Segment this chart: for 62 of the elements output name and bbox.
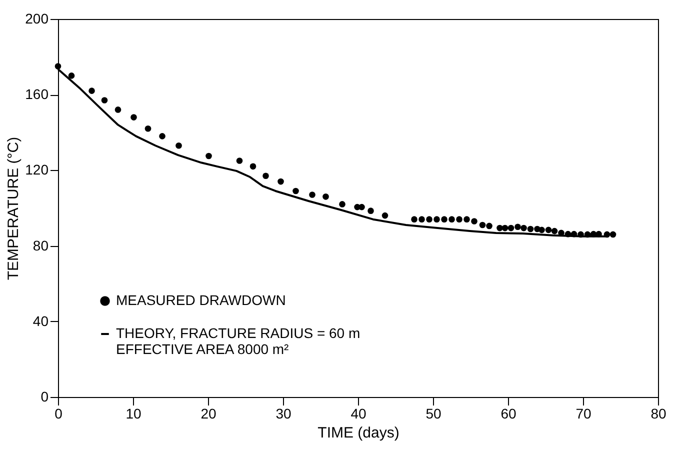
point	[538, 226, 545, 234]
point	[68, 72, 75, 79]
point	[520, 224, 527, 232]
point	[114, 106, 122, 113]
point	[322, 194, 329, 200]
point	[54, 63, 62, 70]
point	[441, 216, 448, 222]
point	[502, 224, 508, 232]
x-tick-label: 20	[200, 406, 216, 422]
x-tick-label: 40	[350, 406, 366, 422]
point	[368, 208, 374, 214]
point	[496, 224, 503, 232]
point	[88, 88, 95, 94]
point	[434, 216, 440, 222]
x-tick-label: 10	[126, 406, 142, 422]
point	[159, 133, 166, 140]
x-tick-label: 0	[54, 406, 63, 422]
y-tick-label: 160	[25, 86, 49, 102]
point	[448, 216, 455, 222]
point	[610, 231, 616, 238]
point	[278, 178, 284, 185]
point	[236, 158, 243, 164]
x-tick-label: 80	[650, 406, 666, 422]
x-tick-label: 60	[500, 406, 516, 422]
point	[358, 204, 365, 210]
point	[527, 226, 534, 232]
point	[250, 163, 256, 170]
y-tick-label: 120	[25, 162, 49, 178]
point	[292, 188, 299, 194]
y-tick-label: 40	[32, 312, 49, 329]
y-tick-label: 80	[32, 237, 49, 254]
point	[411, 216, 418, 222]
point	[339, 201, 346, 208]
point	[206, 152, 212, 160]
x-tick-label: 70	[576, 406, 592, 422]
point	[508, 224, 514, 232]
point	[309, 192, 316, 198]
point	[382, 212, 388, 219]
point	[604, 231, 610, 238]
point	[479, 222, 486, 228]
point	[514, 224, 521, 230]
point	[486, 222, 492, 230]
point	[144, 125, 152, 132]
point	[101, 97, 108, 104]
y-axis-title: TEMPERATURE (°C)	[5, 136, 22, 280]
point	[130, 114, 137, 120]
point	[418, 216, 425, 222]
legend-label: THEORY, FRACTURE RADIUS = 60 m EFFECTIVE AREA 8000 m²	[116, 325, 360, 357]
point	[471, 218, 478, 224]
y-tick-label: 0	[40, 388, 49, 404]
x-tick-label: 30	[276, 406, 292, 422]
point	[426, 216, 432, 222]
x-tick-label: 50	[426, 406, 442, 422]
y-tick-label: 200	[25, 10, 49, 26]
point	[464, 216, 470, 222]
point	[176, 142, 182, 149]
legend-label: MEASURED DRAWDOWN	[116, 292, 286, 308]
point	[262, 172, 269, 180]
point	[551, 228, 558, 234]
x-axis-title: TIME (days)	[318, 424, 400, 442]
point	[545, 226, 552, 234]
point	[456, 216, 462, 222]
